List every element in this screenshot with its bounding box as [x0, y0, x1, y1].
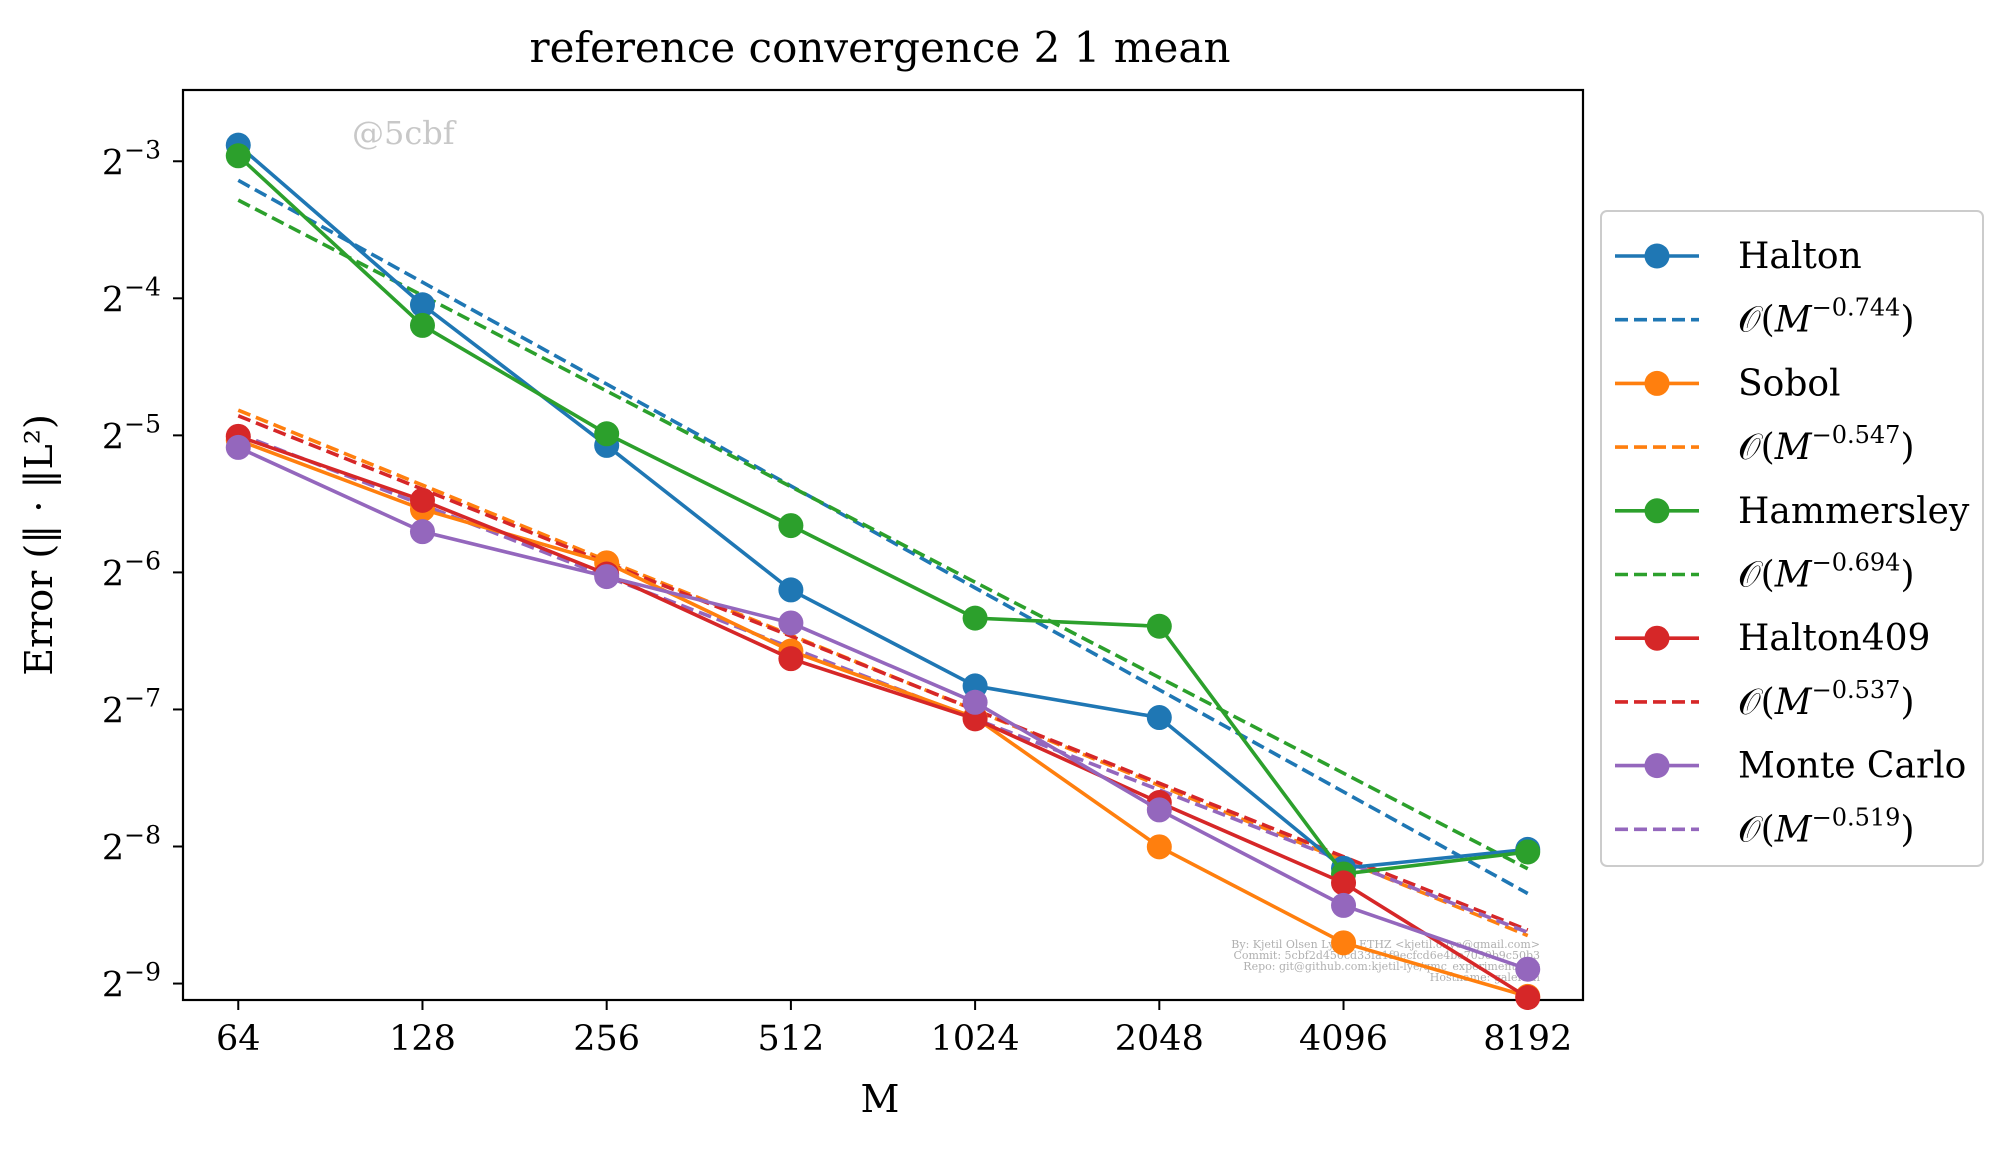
legend-marker — [1644, 625, 1670, 651]
credit-line: Repo: git@github.com:kjetil-lye/qmc_expe… — [1243, 960, 1540, 973]
legend-label: 𝒪(M−0.547) — [1738, 421, 1914, 468]
y-axis-label: Error (‖ · ‖L²) — [17, 414, 61, 676]
y-tick-base: 2 — [102, 280, 124, 320]
y-tick-exponent: −5 — [124, 409, 161, 438]
x-tick-label: 8192 — [1483, 1019, 1572, 1059]
x-tick-label: 4096 — [1299, 1019, 1388, 1059]
data-point-monte-carlo — [1331, 892, 1357, 918]
watermark: @5cbf — [352, 114, 457, 152]
data-point-halton — [409, 292, 435, 318]
y-tick-exponent: −7 — [124, 683, 161, 712]
data-point-halton409 — [1331, 870, 1357, 896]
data-point-monte-carlo — [1146, 797, 1172, 823]
plot-frame — [181, 88, 1585, 1002]
y-tick-base: 2 — [102, 554, 124, 594]
x-tick-label: 2048 — [1115, 1019, 1204, 1059]
y-tick-base: 2 — [102, 143, 124, 183]
legend-label: Hammersley — [1738, 491, 1970, 532]
data-point-monte-carlo — [962, 689, 988, 715]
data-point-monte-carlo — [594, 564, 620, 590]
legend-label: Sobol — [1738, 363, 1841, 404]
legend-label: 𝒪(M−0.744) — [1738, 294, 1914, 341]
y-tick-label: 2−8 — [102, 821, 161, 869]
legend-label: Halton409 — [1738, 618, 1930, 659]
series-line-o-m-0-694- — [237, 198, 1529, 871]
y-tick-base: 2 — [102, 829, 124, 869]
data-point-halton — [1146, 705, 1172, 731]
legend-marker — [1644, 243, 1670, 269]
series-line-hammersley — [237, 154, 1528, 876]
data-point-hammersley — [225, 143, 251, 169]
data-point-hammersley — [962, 605, 988, 631]
y-tick-exponent: −3 — [124, 135, 161, 164]
data-point-hammersley — [1146, 613, 1172, 639]
series-group — [225, 132, 1541, 1011]
legend-label: 𝒪(M−0.519) — [1738, 803, 1914, 850]
chart-title: reference convergence 2 1 mean — [530, 23, 1231, 72]
y-tick-label: 2−6 — [102, 546, 161, 594]
series-line-sobol — [237, 438, 1529, 999]
y-tick-label: 2−3 — [102, 135, 161, 183]
y-tick-label: 2−5 — [102, 409, 161, 457]
x-tick-label: 256 — [573, 1019, 640, 1059]
legend-label: Monte Carlo — [1738, 746, 1966, 787]
data-point-halton — [778, 577, 804, 603]
y-tick-label: 2−7 — [102, 683, 161, 731]
data-point-hammersley — [778, 513, 804, 539]
x-tick-label: 64 — [216, 1019, 261, 1059]
data-point-monte-carlo — [778, 610, 804, 636]
data-point-sobol — [1146, 834, 1172, 860]
series-line-o-m-0-537- — [237, 414, 1529, 932]
y-tick-base: 2 — [102, 966, 124, 1006]
y-tick-exponent: −6 — [124, 546, 161, 575]
data-point-monte-carlo — [409, 519, 435, 545]
x-axis-label: M — [861, 1077, 900, 1121]
data-point-hammersley — [594, 421, 620, 447]
legend-marker — [1644, 753, 1670, 779]
legend-marker — [1644, 370, 1670, 396]
y-tick-base: 2 — [102, 417, 124, 457]
legend-label: 𝒪(M−0.537) — [1738, 676, 1914, 723]
data-point-halton409 — [1515, 985, 1541, 1011]
x-axis-ticks: 64 128 256 512 1024 2048 4096 8192 — [216, 1000, 1572, 1059]
x-tick-label: 1024 — [931, 1019, 1020, 1059]
data-point-halton409 — [778, 646, 804, 672]
y-tick-exponent: −4 — [124, 272, 161, 301]
legend-label: 𝒪(M−0.694) — [1738, 549, 1914, 596]
data-point-monte-carlo — [225, 434, 251, 460]
data-point-halton409 — [409, 487, 435, 513]
y-tick-label: 2−4 — [102, 272, 161, 320]
y-axis-ticks: 2−32−42−52−62−72−82−9 — [102, 135, 183, 1006]
y-tick-exponent: −8 — [124, 821, 161, 850]
data-point-monte-carlo — [1515, 956, 1541, 982]
data-point-hammersley — [409, 312, 435, 338]
legend-marker — [1644, 498, 1670, 524]
series-line-halton409 — [237, 434, 1529, 1000]
y-tick-exponent: −9 — [124, 958, 161, 987]
x-tick-label: 128 — [389, 1019, 456, 1059]
data-point-sobol — [1331, 930, 1357, 956]
series-line-halton — [237, 143, 1528, 871]
series-line-o-m-0-744- — [237, 178, 1529, 896]
y-tick-label: 2−9 — [102, 958, 161, 1006]
legend: Halton 𝒪(M−0.744) Sobol 𝒪(M−0.547) Hammersle… — [1600, 210, 1984, 867]
series-line-monte-carlo — [237, 445, 1529, 971]
data-point-hammersley — [1515, 839, 1541, 865]
y-tick-base: 2 — [102, 691, 124, 731]
x-tick-label: 512 — [757, 1019, 824, 1059]
legend-label: Halton — [1738, 236, 1862, 277]
